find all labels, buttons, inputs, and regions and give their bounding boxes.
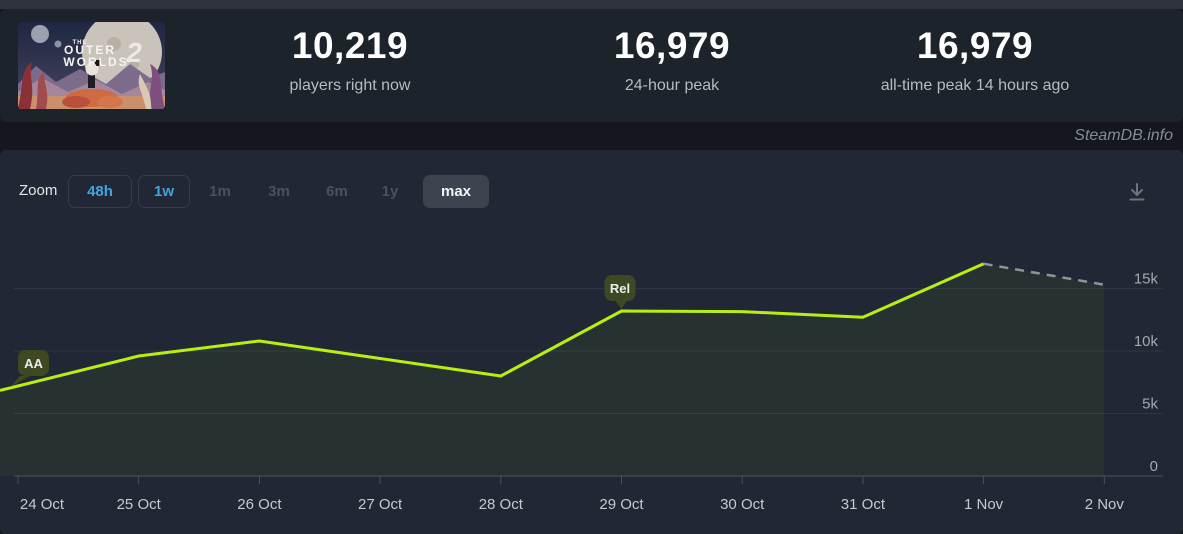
game-thumbnail[interactable]: THE OUTER WORLDS 2 [18, 22, 165, 109]
download-icon [1129, 183, 1145, 201]
chart-card: Zoom 48h 1w 1m 3m 6m 1y max 15k 10k 5k 0 24 … [0, 150, 1183, 534]
chart-plot[interactable]: 15k 10k 5k 0 24 Oct 25 Oct 26 Oct 27 Oct 28 Oct 2… [0, 150, 1183, 534]
stat-value: 16,979 [613, 25, 731, 66]
alien-plant-left [18, 62, 33, 109]
projection-line-dashed [983, 262, 1105, 286]
y-axis-label: 15k [1134, 271, 1159, 288]
x-axis-label: 31 Oct [841, 496, 886, 513]
zoom-button-1w[interactable]: 1w [138, 175, 190, 208]
stat-alltime-peak: 16,979 all-time peak 14 hours ago [790, 23, 1160, 95]
character [88, 74, 95, 88]
stat-24h-peak: 16,979 24-hour peak [522, 23, 822, 95]
thumb-title-worlds: WORLDS [63, 55, 128, 69]
thumb-title-2: 2 [125, 37, 142, 68]
x-axis-label: 25 Oct [117, 496, 162, 513]
steamdb-watermark: SteamDB.info [1074, 127, 1173, 144]
x-axis-label: 27 Oct [358, 496, 403, 513]
moon [31, 25, 49, 43]
area-fill [0, 263, 1105, 476]
zoom-button-48h[interactable]: 48h [68, 175, 132, 208]
annotation-tail [10, 376, 30, 387]
zoom-label: Zoom [19, 182, 58, 199]
annotation-label: AA [24, 356, 43, 371]
download-button[interactable] [1120, 177, 1154, 207]
y-axis-label: 5k [1142, 396, 1158, 413]
alien-plant-right [150, 64, 165, 109]
stat-value: 10,219 [291, 25, 409, 66]
y-axis-label: 10k [1134, 333, 1159, 350]
x-axis-label: 29 Oct [599, 496, 644, 513]
thumb-title-the: THE [73, 40, 88, 46]
x-axis-label: 28 Oct [479, 496, 524, 513]
zoom-button-1m[interactable]: 1m [209, 183, 231, 200]
thumbnail-art: THE OUTER WORLDS 2 [18, 22, 165, 109]
zoom-button-6m[interactable]: 6m [326, 183, 348, 200]
x-axis-label: 1 Nov [964, 496, 1004, 513]
annotation-badge-aa [18, 350, 49, 376]
window-top-strip [0, 0, 1183, 9]
zoom-button-3m[interactable]: 3m [268, 183, 290, 200]
header-card: THE OUTER WORLDS 2 10,219 players right … [0, 9, 1183, 122]
zoom-button-1y[interactable]: 1y [381, 183, 399, 200]
stat-label: 24-hour peak [624, 77, 720, 94]
annotation-tail [615, 301, 627, 309]
watermark-strip: SteamDB.info [0, 122, 1183, 150]
y-axis-label: 0 [1150, 458, 1158, 475]
x-axis-label: 24 Oct [20, 496, 65, 513]
stat-current-players: 10,219 players right now [200, 23, 500, 95]
stat-value: 16,979 [916, 25, 1034, 66]
stat-label: players right now [289, 77, 411, 94]
players-line [0, 262, 985, 392]
stat-label: all-time peak 14 hours ago [880, 77, 1070, 94]
annotation-badge-rel [604, 275, 636, 301]
x-axis-label: 2 Nov [1085, 496, 1125, 513]
chart-plot-svg: 15k 10k 5k 0 24 Oct 25 Oct 26 Oct 27 Oct 28 Oct 2… [0, 262, 1163, 513]
annotation-label: Rel [610, 281, 630, 296]
zoom-button-max[interactable]: max [423, 175, 489, 208]
x-axis-label: 26 Oct [237, 496, 282, 513]
x-axis-label: 30 Oct [720, 496, 765, 513]
thumb-title-outer: OUTER [64, 43, 116, 57]
